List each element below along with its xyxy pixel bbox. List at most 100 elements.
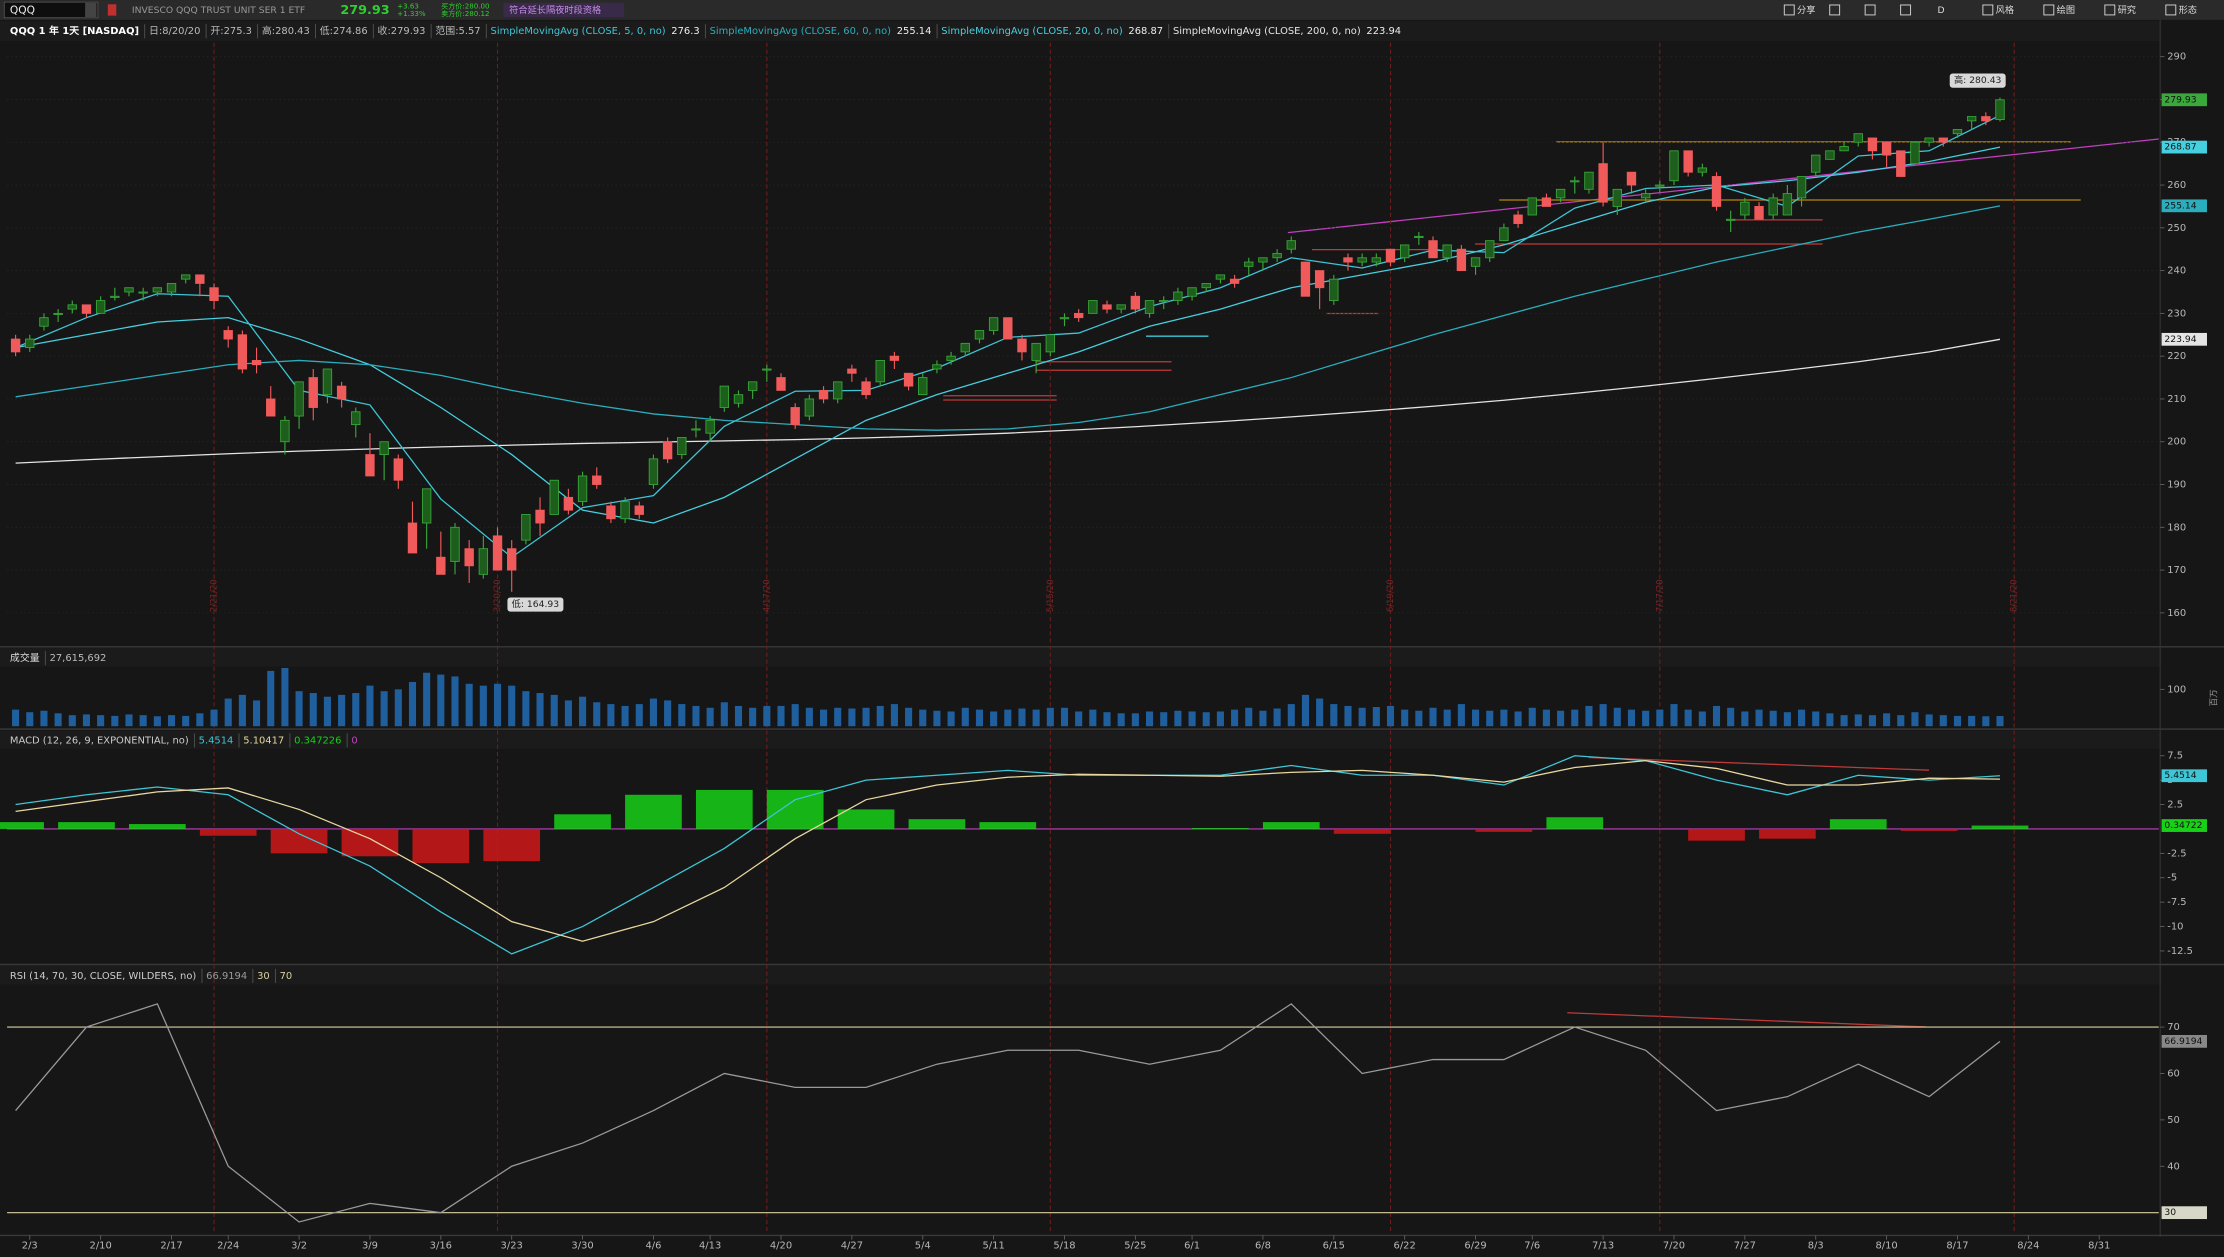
volume-bar (167, 715, 176, 727)
toolbar-button[interactable]: 风格 (1996, 4, 2014, 16)
volume-bar (1939, 715, 1947, 727)
flag-icon[interactable] (107, 4, 117, 16)
bar-info: 收:279.93 (378, 24, 426, 37)
instrument-name: INVESCO QQQ TRUST UNIT SER 1 ETF (132, 5, 305, 16)
symbol-box[interactable] (3, 1, 99, 19)
x-tick-label: 8/24 (2017, 1240, 2039, 1251)
volume-bar (1982, 716, 1990, 727)
toolbar-button[interactable]: 绘图 (2057, 4, 2075, 16)
volume-unit: 百万 (2210, 689, 2220, 706)
candle-body (53, 312, 63, 315)
candle-body (592, 475, 602, 485)
candle-body (407, 522, 418, 554)
histogram-bar (1900, 828, 1958, 831)
toolbar-button[interactable]: 研究 (2118, 4, 2136, 16)
y-tick-label: 40 (2167, 1161, 2180, 1172)
price-tag (2161, 819, 2207, 832)
toolbar-button[interactable]: 分享 (1797, 4, 1815, 16)
volume-bar (253, 700, 261, 727)
divergence-line[interactable] (1567, 1012, 1927, 1028)
volume-bar (536, 693, 544, 727)
candle-body (1088, 300, 1098, 314)
button-icon[interactable] (2165, 4, 2177, 16)
study-value: 5.4514 (199, 735, 234, 746)
volume-bar (1457, 704, 1465, 727)
candle-body (889, 355, 900, 361)
candle-body (620, 501, 630, 520)
toolbar-icon[interactable] (1864, 4, 1876, 16)
candle-body (1626, 171, 1637, 186)
volume-bar (394, 689, 402, 727)
volume-bar (1117, 713, 1125, 727)
bar-info: 开:275.3 (210, 26, 252, 37)
chart-symbol: QQQ 1 年 1天 [NASDAQ] (10, 24, 139, 37)
symbol-dropdown[interactable] (85, 2, 97, 18)
candle-body (677, 437, 687, 455)
toolbar-button[interactable]: 形态 (2179, 4, 2197, 16)
candle-body (1726, 218, 1736, 221)
x-tick-label: 7/27 (1734, 1240, 1756, 1251)
candle-body (1017, 338, 1027, 353)
period-button[interactable]: D (1937, 5, 1944, 16)
candle-body (266, 398, 276, 417)
trendline[interactable] (1287, 138, 2159, 234)
y-tick-label: 70 (2167, 1022, 2180, 1033)
histogram-bar (979, 822, 1037, 829)
volume-bar (749, 707, 757, 727)
moving-average (15, 146, 2001, 524)
button-icon[interactable] (2043, 4, 2055, 16)
volume-bar (862, 707, 870, 727)
candle-body (988, 317, 999, 331)
x-tick-label: 6/8 (1255, 1240, 1271, 1251)
button-icon[interactable] (1783, 4, 1795, 16)
histogram-bar (199, 828, 257, 836)
volume-bar (111, 715, 119, 727)
volume-bar (777, 705, 785, 727)
candle-body (1173, 291, 1183, 301)
candle-body (1527, 197, 1537, 216)
candle-body (1130, 295, 1141, 310)
volume-bar (1684, 709, 1692, 727)
candle-body (563, 496, 574, 511)
button-icon[interactable] (1982, 4, 1994, 16)
volume-bar (238, 694, 246, 727)
volume-bar (97, 715, 105, 727)
candle-body (1966, 116, 1977, 122)
study-name: SimpleMovingAvg (CLOSE, 20, 0, no) (941, 26, 1123, 37)
volume-bar (1854, 714, 1862, 727)
candle-body (1116, 304, 1126, 310)
y-tick-label: 260 (2167, 180, 2186, 191)
histogram-bar (1262, 822, 1320, 829)
volume-bar (579, 696, 587, 727)
volume-bar (40, 710, 48, 727)
y-tick-label: 60 (2167, 1068, 2180, 1079)
candle-body (1782, 193, 1793, 216)
volume-bar (437, 674, 445, 727)
candle-body (1159, 300, 1169, 303)
expiration-label: 2/21/20 (210, 579, 220, 612)
candle-body (1272, 253, 1282, 259)
candle-body (1187, 287, 1197, 297)
candle-body (393, 458, 403, 481)
high-label: 高: 280.43 (1954, 74, 2002, 86)
toolbar-icon[interactable] (1829, 4, 1841, 16)
candle-body (1258, 257, 1268, 263)
candle-body (833, 381, 843, 400)
study-value: 0.347226 (294, 735, 341, 746)
candle-body (1952, 128, 1963, 135)
pane-title: 成交量 (10, 651, 40, 664)
candle-body (1881, 141, 1892, 156)
divergence-line[interactable] (1588, 756, 1930, 771)
candle-body (974, 330, 985, 340)
button-icon[interactable] (2104, 4, 2116, 16)
volume-bar (295, 691, 303, 727)
volume-bar (196, 713, 204, 727)
candle-body (946, 355, 956, 361)
toolbar-icon[interactable] (1900, 4, 1912, 16)
price-tag (2161, 199, 2207, 213)
volume-bar (1883, 713, 1891, 727)
histogram-bar (128, 824, 186, 829)
net-change: +3.63 (397, 1, 419, 10)
study-value: 66.9194 (206, 971, 247, 982)
candle-body (1924, 137, 1934, 143)
